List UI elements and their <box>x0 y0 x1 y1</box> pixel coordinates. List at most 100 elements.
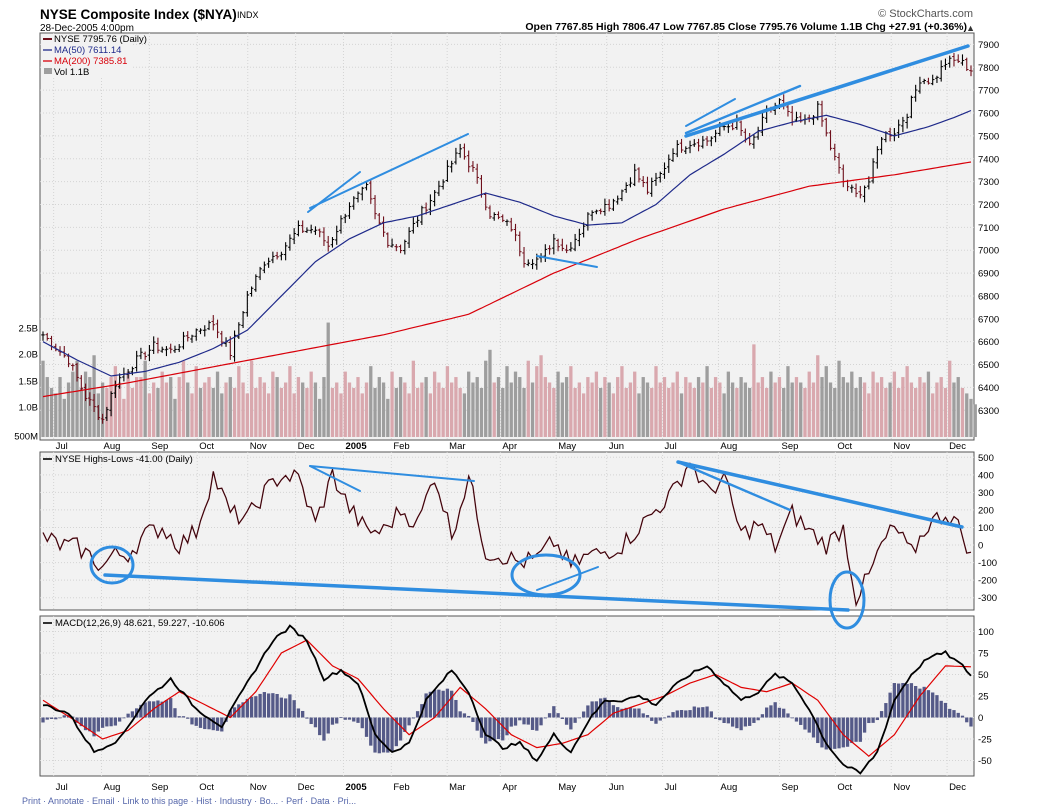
macd-histogram-bar <box>156 700 160 718</box>
hl-tick-label: 300 <box>978 488 994 499</box>
volume-bar <box>407 393 411 437</box>
macd-histogram-bar <box>688 710 692 718</box>
volume-bar <box>445 366 450 437</box>
circle-annotation <box>89 545 135 585</box>
volume-bar <box>867 393 871 437</box>
volume-bar <box>773 382 777 437</box>
macd-histogram-bar <box>756 717 760 721</box>
volume-bar <box>713 377 718 437</box>
month-label: Nov <box>893 782 910 793</box>
bottom-links[interactable]: Print · Annotate · Email · Link to this … <box>22 796 356 806</box>
price-tick-label: 7200 <box>978 200 999 211</box>
macd-histogram-bar <box>799 717 803 725</box>
volume-bar <box>564 377 569 437</box>
volume-bar <box>420 382 424 437</box>
macd-histogram-bar <box>552 706 556 718</box>
macd-histogram-bar <box>539 717 543 726</box>
volume-bar <box>258 377 262 437</box>
price-tick-label: 7900 <box>978 40 999 51</box>
volume-bar <box>747 387 752 437</box>
macd-histogram-bar <box>752 717 756 723</box>
macd-histogram-bar <box>241 702 245 718</box>
volume-bar <box>743 382 748 437</box>
macd-histogram-bar <box>943 702 948 718</box>
macd-histogram-bar <box>820 717 824 748</box>
volume-bar <box>679 393 684 437</box>
volume-bar <box>918 377 922 437</box>
volume-bar <box>667 387 671 437</box>
macd-histogram-bar <box>377 717 381 754</box>
volume-bar <box>722 393 726 437</box>
volume-bar <box>186 382 190 437</box>
macd-histogram-bar <box>679 710 684 718</box>
macd-histogram-bar <box>560 717 564 719</box>
macd-histogram-bar <box>828 717 833 750</box>
volume-tick-label: 1.5B <box>18 377 38 388</box>
macd-histogram-bar <box>884 703 888 718</box>
volume-bar <box>458 387 462 437</box>
macd-histogram-bar <box>965 717 969 723</box>
volume-bar <box>777 377 782 437</box>
macd-histogram-bar <box>931 692 935 718</box>
highs-lows-legend: NYSE Highs-Lows -41.00 (Daily) <box>55 454 193 465</box>
macd-histogram-bar <box>816 717 820 744</box>
macd-histogram-bar <box>769 705 773 718</box>
macd-histogram-bar <box>960 715 965 718</box>
volume-bar <box>71 371 75 437</box>
volume-bar <box>139 377 143 437</box>
macd-histogram-bar <box>641 713 645 718</box>
macd-histogram-bar <box>760 714 765 718</box>
volume-bar <box>960 387 965 437</box>
volume-bar <box>505 366 509 437</box>
trend-line-annotation <box>536 566 599 591</box>
macd-histogram-bar <box>41 717 45 723</box>
volume-bar <box>633 371 637 437</box>
macd-histogram-bar <box>598 698 603 718</box>
brand-link[interactable]: © StockCharts.com <box>878 8 973 20</box>
macd-histogram-bar <box>211 717 215 731</box>
trend-line-annotation <box>685 98 736 127</box>
hl-tick-label: -100 <box>978 558 997 569</box>
volume-bar <box>424 377 428 437</box>
macd-histogram-bar <box>301 710 305 718</box>
volume-bar <box>232 387 237 437</box>
macd-histogram-bar <box>122 717 126 719</box>
volume-bar <box>620 366 624 437</box>
volume-bar <box>969 398 973 437</box>
macd-histogram-bar <box>782 708 786 718</box>
macd-histogram-bar <box>198 717 203 728</box>
macd-histogram-bar <box>164 700 169 718</box>
volume-bar <box>130 387 135 437</box>
macd-histogram-bar <box>850 717 854 744</box>
macd-histogram-bar <box>322 717 326 741</box>
macd-histogram-bar <box>245 698 249 718</box>
circle-annotation <box>828 570 866 630</box>
month-label: Nov <box>250 441 267 452</box>
volume-bar <box>228 377 232 437</box>
volume-bar <box>786 366 790 437</box>
month-label: Nov <box>250 782 267 793</box>
volume-bar <box>54 393 58 437</box>
trend-line-annotation <box>309 133 469 209</box>
volume-bar <box>488 349 492 437</box>
volume-bar <box>390 371 394 437</box>
volume-bar <box>696 377 701 437</box>
volume-bar <box>598 387 603 437</box>
month-label: Jul <box>665 441 677 452</box>
chart-date: 28-Dec-2005 4:00pm <box>40 23 134 34</box>
macd-histogram-bar <box>428 691 433 718</box>
volume-bar <box>75 360 79 437</box>
macd-legend: MACD(12,26,9) 48.621, 59.227, -10.606 <box>55 618 225 629</box>
macd-histogram-bar <box>939 700 943 718</box>
macd-histogram-bar <box>492 717 496 740</box>
volume-bar <box>147 393 152 437</box>
volume-bar <box>914 387 918 437</box>
volume-bar <box>394 387 398 437</box>
volume-bar <box>437 382 441 437</box>
hl-tick-label: 100 <box>978 523 994 534</box>
volume-bar <box>241 382 245 437</box>
volume-bar <box>948 360 952 437</box>
volume-bar <box>569 366 573 437</box>
volume-bar <box>496 377 501 437</box>
